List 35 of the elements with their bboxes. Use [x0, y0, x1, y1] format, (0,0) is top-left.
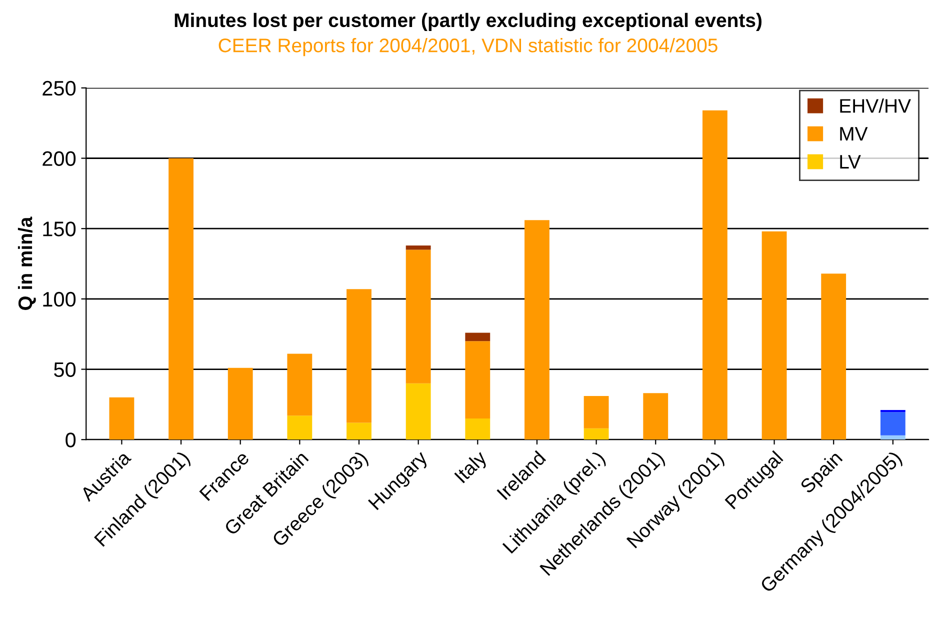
- bar: [406, 383, 431, 440]
- y-axis-title: Q in min/a: [18, 216, 36, 310]
- bar: [287, 354, 312, 416]
- bar: [584, 396, 609, 428]
- bar: [643, 393, 668, 440]
- legend-label: LV: [840, 155, 861, 168]
- bar: [465, 418, 490, 440]
- y-tick-label: 150: [43, 222, 76, 236]
- bar: [702, 110, 728, 440]
- bar: [287, 416, 312, 440]
- bar: [762, 231, 787, 440]
- bar: [346, 422, 372, 440]
- bar: [168, 158, 194, 440]
- y-tick-label: 250: [42, 80, 76, 96]
- bar: [880, 435, 906, 440]
- bar: [465, 341, 490, 418]
- legend-label: EHV/HV: [840, 98, 911, 113]
- bar: [109, 397, 134, 440]
- y-tick-label: 100: [43, 292, 76, 307]
- bar: [406, 245, 431, 250]
- y-tick-label: 50: [54, 362, 76, 378]
- bar: [406, 250, 431, 384]
- x-tick-label: Italy: [454, 449, 490, 486]
- bar: [228, 368, 253, 440]
- y-tick-label: 0: [66, 432, 76, 448]
- bar: [524, 220, 550, 440]
- bar: [821, 274, 846, 440]
- y-tick-label: 200: [42, 151, 76, 166]
- chart-title: Minutes lost per customer (partly excluding exceptional events): [174, 12, 762, 32]
- legend-label: MV: [840, 127, 868, 141]
- bar: [584, 428, 609, 440]
- bar: [880, 412, 906, 436]
- bar: [346, 289, 372, 423]
- chart-subtitle: CEER Reports for 2004/2001, VDN statistic for 2004/2005: [218, 38, 718, 56]
- bar: [465, 332, 490, 342]
